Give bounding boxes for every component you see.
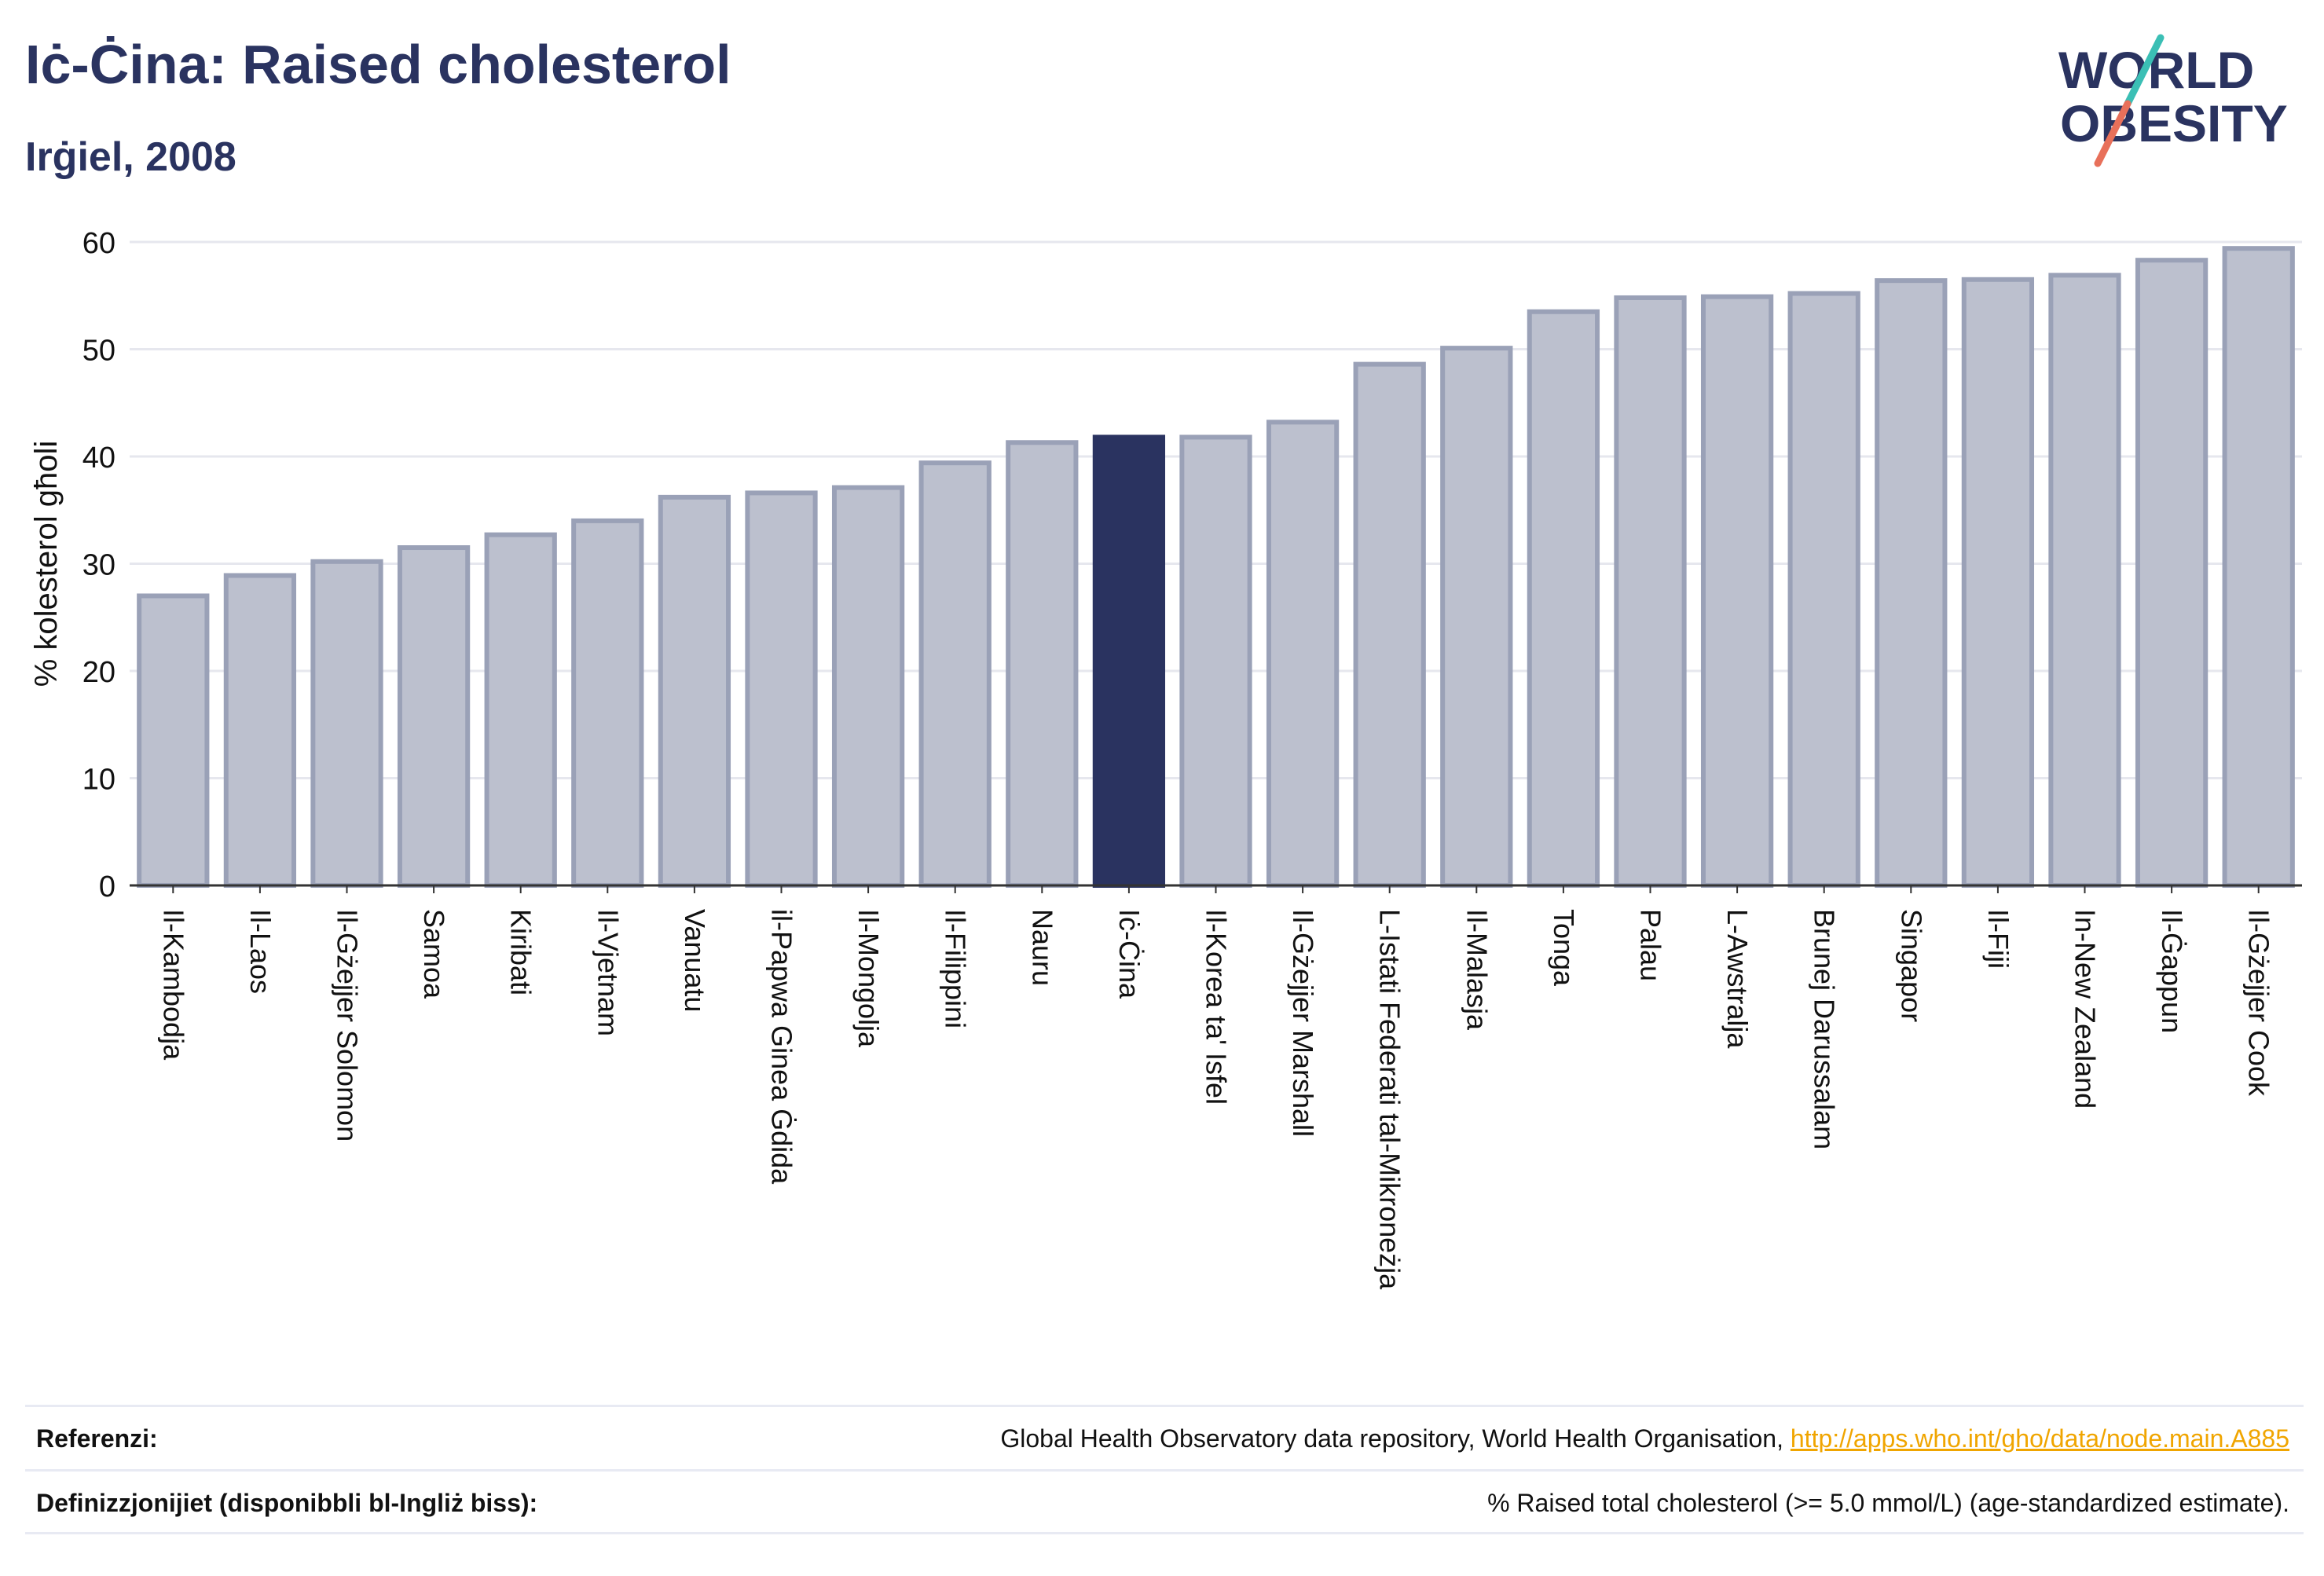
bar: [137, 593, 210, 888]
bar: [2135, 258, 2209, 888]
logo-text-obesity: OBESITY: [2060, 94, 2288, 152]
x-tick-label: Il-Filippini: [940, 909, 972, 1028]
x-tick-label: Samoa: [418, 909, 450, 999]
footer-divider: [25, 1532, 2304, 1534]
bar: [310, 559, 383, 889]
bar-highlight: [1092, 434, 1166, 888]
bar: [658, 494, 731, 888]
x-tick-label: Il-Malasja: [1461, 909, 1493, 1031]
references-row: Referenzi: Global Health Observatory dat…: [25, 1405, 2304, 1470]
y-tick-label: 30: [82, 549, 115, 582]
chart-title: Iċ-Ċina: Raised cholesterol: [25, 34, 731, 95]
definitions-value: % Raised total cholesterol (>= 5.0 mmol/…: [1487, 1489, 2289, 1517]
bar: [1440, 346, 1513, 888]
bar: [1614, 295, 1687, 889]
bar: [223, 573, 297, 888]
bar: [1006, 440, 1079, 888]
x-tick-label: Il-Gżejjer Marshall: [1287, 909, 1319, 1137]
logo-slash-teal: [2124, 34, 2165, 108]
bar: [918, 460, 992, 888]
y-tick-label: 60: [82, 227, 115, 260]
x-tick-label: Kiribati: [505, 909, 537, 995]
logo-slash-coral: [2094, 100, 2132, 167]
x-tick-label: Il-Vjetnam: [592, 909, 624, 1036]
world-obesity-logo: WORLD OBESITY: [2058, 34, 2288, 167]
x-tick-label: Vanuatu: [679, 909, 711, 1012]
bar: [1961, 277, 2035, 888]
y-tick-label: 0: [99, 870, 115, 903]
x-tick-label: In-New Zealand: [2069, 909, 2102, 1109]
bar: [571, 518, 644, 889]
y-tick-label: 50: [82, 335, 115, 368]
x-tick-label: Iċ-Ċina: [1113, 909, 1146, 999]
x-axis-labels: Il-Kambodja Il-Laos Il-Gżejjer Solomon Samo…: [157, 885, 2275, 1290]
bar: [745, 490, 818, 888]
x-tick-label: Il-Gżejjer Cook: [2243, 909, 2275, 1097]
x-tick-label: Brunej Darussalam: [1809, 909, 1841, 1149]
bar: [1179, 434, 1252, 888]
bar: [2048, 273, 2121, 888]
bar: [397, 545, 471, 889]
x-tick-label: Il-Ġappun: [2156, 909, 2188, 1033]
y-axis-label: % kolesterol għoli: [29, 441, 64, 687]
bar: [1527, 309, 1600, 889]
bars: [137, 246, 2295, 889]
bar: [2222, 246, 2295, 888]
x-tick-label: Il-Kambodja: [157, 909, 189, 1061]
x-tick-label: Il-Fiji: [1982, 909, 2014, 969]
x-tick-label: il-Papwa Ginea Ġdida: [766, 909, 798, 1185]
x-tick-label: Palau: [1635, 909, 1667, 981]
x-tick-label: Tonga: [1548, 909, 1580, 987]
y-axis-ticks: 0 10 20 30 40 50 60: [82, 227, 115, 903]
bar: [831, 485, 905, 889]
references-link[interactable]: http://apps.who.int/gho/data/node.main.A…: [1790, 1424, 2289, 1453]
bar: [1875, 278, 1948, 888]
references-value: Global Health Observatory data repositor…: [1000, 1424, 2289, 1453]
references-text: Global Health Observatory data repositor…: [1000, 1424, 1791, 1453]
bar: [1787, 291, 1860, 888]
y-tick-label: 40: [82, 442, 115, 475]
definitions-label: Definizzjonijiet (disponibbli bl-Ingliż …: [36, 1489, 538, 1517]
chart-subtitle: Irġiel, 2008: [25, 134, 236, 180]
bar: [484, 532, 557, 889]
y-tick-label: 10: [82, 764, 115, 797]
x-tick-label: L-Istati Federati tal-Mikroneżja: [1374, 909, 1406, 1290]
bar: [1353, 361, 1426, 888]
x-tick-label: Singapor: [1895, 909, 1927, 1022]
bar: [1700, 294, 1774, 888]
x-tick-label: Il-Laos: [244, 909, 277, 994]
bar-chart: 0 10 20 30 40 50 60 Il-Kambodja Il-Laos Il-Gżejj…: [29, 227, 2302, 1290]
bar: [1266, 420, 1340, 888]
definitions-row: Definizzjonijiet (disponibbli bl-Ingliż …: [25, 1469, 2304, 1534]
references-label: Referenzi:: [36, 1424, 158, 1453]
x-tick-label: Il-Gżejjer Solomon: [332, 909, 364, 1142]
x-tick-label: Il-Korea ta' Isfel: [1200, 909, 1233, 1105]
x-tick-label: Il-Mongolja: [852, 909, 885, 1048]
x-tick-label: Nauru: [1026, 909, 1058, 986]
x-tick-label: L-Awstralja: [1721, 909, 1754, 1049]
y-tick-label: 20: [82, 656, 115, 689]
